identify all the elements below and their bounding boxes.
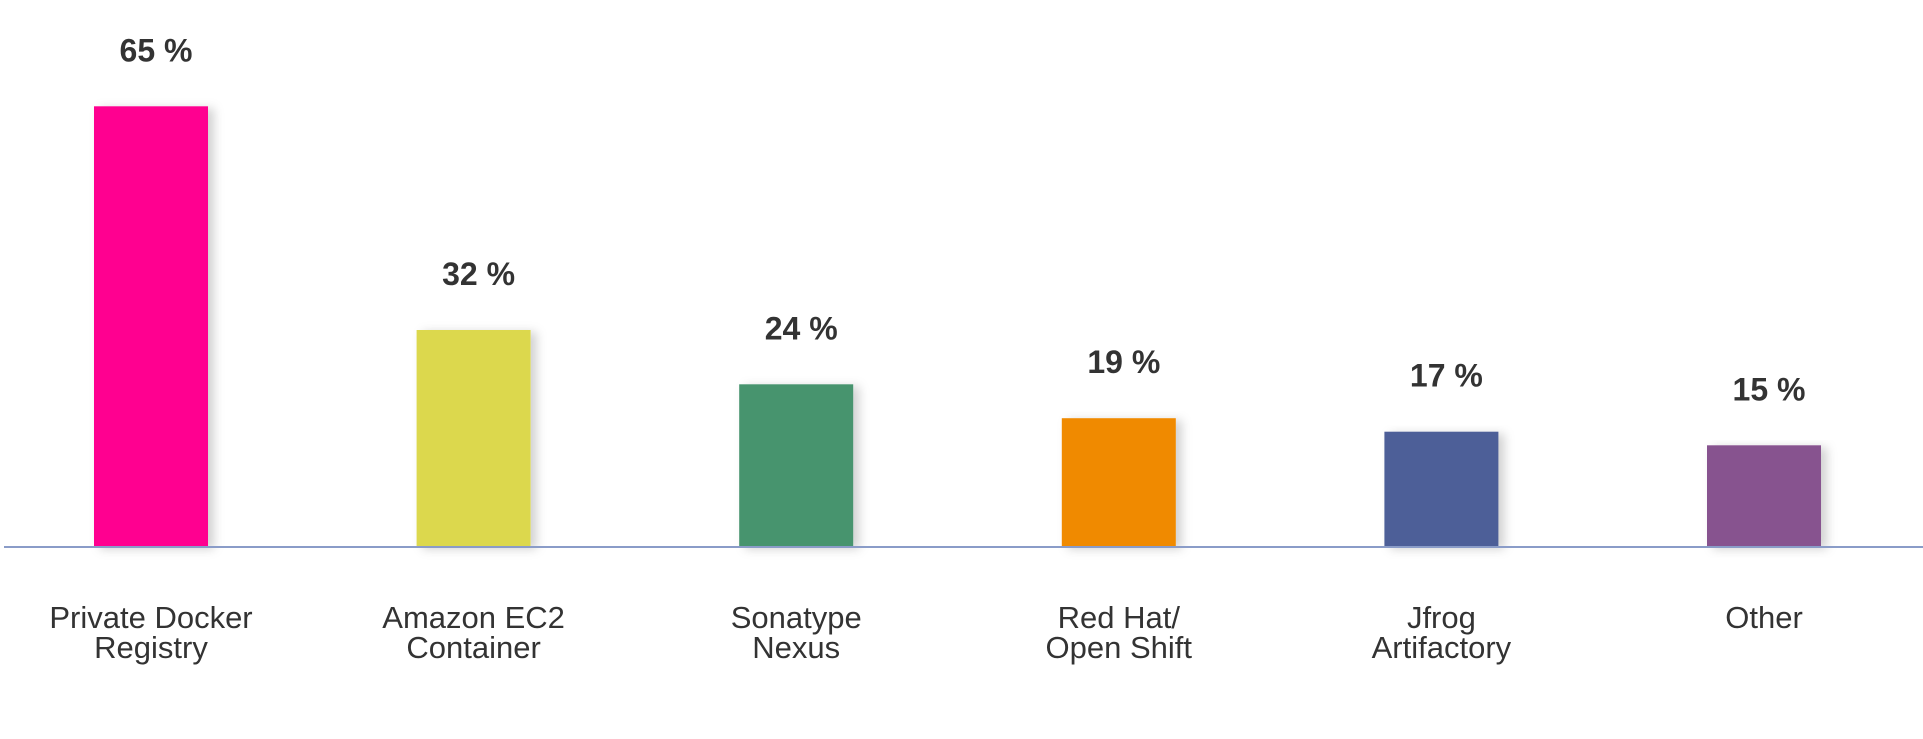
category-label-private-docker-registry-line-1: Private Docker (49, 600, 252, 635)
value-label-jfrog-artifactory: 17 % (1410, 358, 1483, 394)
value-label-sonatype-nexus: 24 % (765, 310, 838, 346)
category-label-jfrog-artifactory-line-1: Jfrog (1407, 600, 1476, 635)
bar-red-hat-open-shift (1061, 418, 1176, 547)
bar-jfrog-artifactory (1384, 431, 1499, 547)
value-label-amazon-ec2-container: 32 % (442, 256, 515, 292)
bar-other (1707, 445, 1821, 547)
bar-private-docker-registry (94, 106, 208, 548)
bar-amazon-ec2-container (416, 330, 531, 547)
category-label-red-hat-open-shift-line-1: Red Hat/ (1058, 600, 1181, 635)
bars-layer (94, 106, 1821, 548)
bar-sonatype-nexus (739, 384, 854, 547)
value-label-private-docker-registry: 65 % (120, 32, 193, 68)
category-label-amazon-ec2-container-line-2: Container (406, 630, 540, 665)
category-label-sonatype-nexus-line-2: Nexus (752, 630, 840, 665)
category-label-sonatype-nexus-line-1: Sonatype (731, 600, 862, 635)
category-label-other: Other (1725, 600, 1803, 635)
value-label-red-hat-open-shift: 19 % (1087, 344, 1160, 380)
category-label-jfrog-artifactory-line-2: Artifactory (1372, 630, 1512, 665)
value-label-other: 15 % (1733, 371, 1806, 407)
category-label-amazon-ec2-container-line-1: Amazon EC2 (382, 600, 565, 635)
category-label-red-hat-open-shift-line-2: Open Shift (1046, 630, 1193, 665)
category-label-private-docker-registry-line-2: Registry (94, 630, 208, 665)
